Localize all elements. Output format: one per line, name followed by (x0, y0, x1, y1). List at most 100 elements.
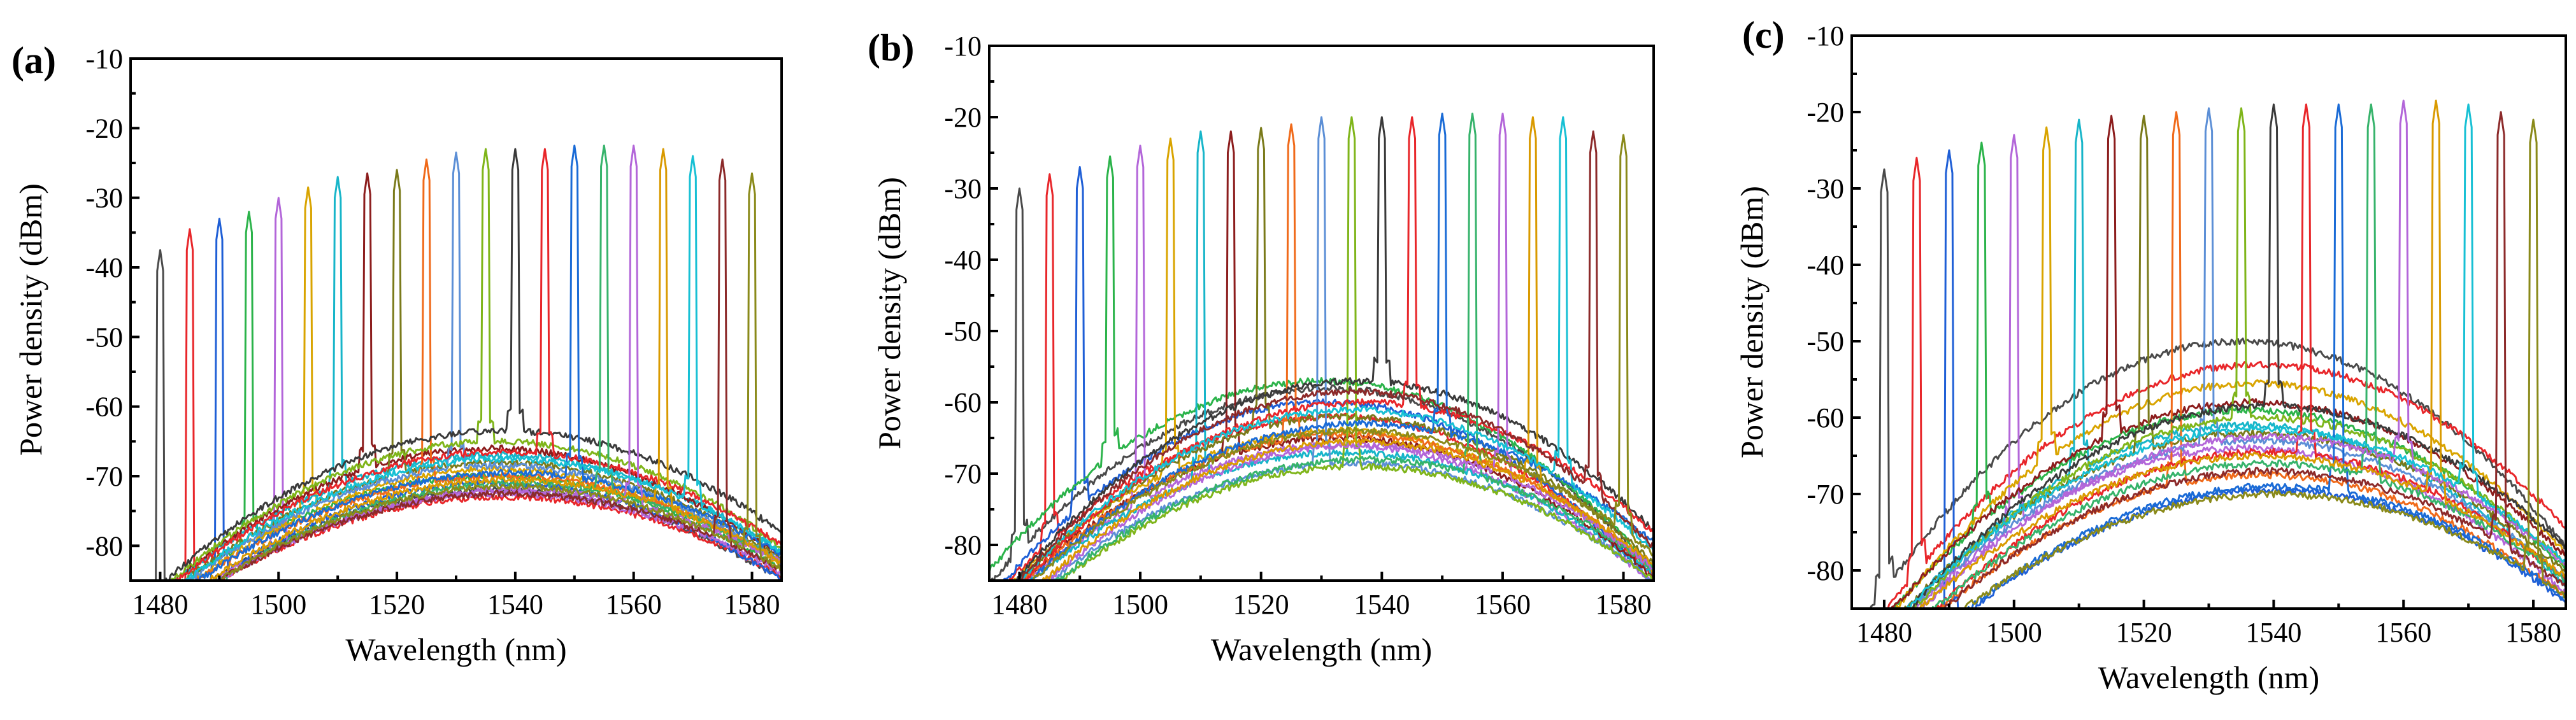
y-tick-label: -80 (85, 530, 123, 561)
traces (155, 145, 782, 581)
y-tick-label: -40 (944, 244, 982, 276)
series-line-1540 (164, 148, 782, 581)
x-axis-title: Wavelength (nm) (345, 632, 566, 667)
y-tick-label: -80 (944, 530, 982, 561)
series-line-1555 (1053, 112, 1654, 581)
x-tick-label: 1560 (1475, 589, 1531, 620)
series-line-1510 (1026, 130, 1654, 581)
y-tick-label: -60 (944, 387, 982, 418)
series-line-1510 (1904, 118, 2566, 609)
y-tick-label: -30 (85, 183, 123, 214)
x-tick-label: 1480 (1856, 617, 1912, 648)
series-line-1555 (1931, 103, 2566, 609)
y-tick-label: -50 (1807, 326, 1844, 357)
panel-label: (a) (11, 39, 56, 81)
plot-frame (1850, 34, 2567, 610)
panel-label: (c) (1742, 14, 1785, 56)
x-tick-label: 1540 (487, 589, 543, 620)
y-axis-title: Power density (dBm) (871, 177, 907, 449)
series-line-1500 (209, 197, 782, 581)
chart-panel-1: 1480 1500 1520 1540 1560 1580 -80 -70 -60 -50 -40 -… (11, 39, 783, 667)
series-line-1580 (213, 172, 782, 581)
series-line-1540 (1013, 116, 1654, 581)
y-tick-label: -80 (1807, 555, 1844, 586)
series-line-1565 (1918, 99, 2566, 609)
series-line-1530 (1910, 107, 2566, 609)
y-tick-label: -50 (944, 316, 982, 347)
series-line-1535 (1910, 107, 2566, 609)
chart-panel-2: 1480 1500 1520 1540 1560 1580 -80 -70 -60 -50 -40 -… (868, 27, 1655, 667)
y-tick-label: -40 (85, 252, 123, 283)
series-line-1485 (1887, 157, 2566, 609)
traces (1869, 99, 2566, 609)
chart-panel-3: 1480 1500 1520 1540 1560 1580 -80 -70 -60 -50 -40 -… (1734, 14, 2567, 695)
series-line-1550 (1027, 112, 1654, 581)
y-tick-label: -20 (85, 113, 123, 144)
series-line-1570 (1017, 116, 1654, 581)
series-line-1545 (1022, 116, 1654, 581)
series-line-1520 (182, 169, 782, 581)
y-tick-label: -10 (85, 43, 123, 74)
x-axis-title: Wavelength (nm) (1211, 632, 1432, 667)
x-axis-title: Wavelength (nm) (2098, 660, 2319, 695)
x-tick-label: 1580 (1596, 589, 1652, 620)
x-tick-label: 1520 (369, 589, 425, 620)
series-line-1565 (1041, 116, 1654, 581)
x-tick-label: 1500 (1986, 617, 2042, 648)
y-tick-label: -40 (1807, 250, 1844, 281)
y-tick-label: -50 (85, 321, 123, 353)
x-tick-label: 1540 (2245, 617, 2301, 648)
x-tick-label: 1560 (2375, 617, 2431, 648)
x-tick-label: 1580 (2505, 617, 2561, 648)
series-line-1520 (1903, 115, 2566, 609)
series-line-1565 (206, 148, 782, 581)
y-tick-label: -20 (1807, 97, 1844, 128)
y-tick-label: -10 (944, 31, 982, 62)
y-tick-label: -20 (944, 102, 982, 133)
series-line-1540 (1906, 103, 2566, 609)
series-line-1545 (175, 148, 782, 581)
x-tick-label: 1560 (606, 589, 662, 620)
series-line-1505 (1895, 126, 2566, 609)
traces (989, 112, 1654, 581)
series-line-1480 (1869, 168, 2566, 609)
y-tick-label: -60 (1807, 402, 1844, 434)
x-tick-label: 1480 (132, 589, 188, 620)
series-line-1495 (989, 155, 1654, 573)
series-line-1580 (1959, 118, 2566, 609)
y-tick-label: -60 (85, 392, 123, 423)
x-tick-label: 1520 (2116, 617, 2172, 648)
series-line-1575 (1943, 111, 2566, 609)
y-tick-label: -30 (944, 173, 982, 204)
plot-frame (129, 57, 783, 582)
y-axis-title: Power density (dBm) (13, 183, 48, 456)
series-line-1545 (1936, 103, 2566, 609)
x-tick-label: 1540 (1354, 589, 1410, 620)
x-tick-label: 1580 (724, 589, 780, 620)
series-line-1530 (185, 152, 782, 581)
series-line-1570 (183, 155, 782, 581)
y-axis-title: Power density (dBm) (1734, 186, 1770, 458)
panel-label: (b) (868, 27, 914, 69)
series-line-1515 (1889, 115, 2566, 609)
series-line-1500 (1910, 134, 2566, 609)
series-line-1575 (1020, 130, 1654, 581)
y-tick-label: -30 (1807, 173, 1844, 204)
series-line-1550 (193, 145, 782, 581)
x-tick-label: 1500 (1112, 589, 1168, 620)
x-tick-label: 1480 (991, 589, 1047, 620)
series-line-1560 (1919, 99, 2566, 609)
x-tick-label: 1520 (1233, 589, 1289, 620)
series-line-1580 (1028, 134, 1654, 581)
x-tick-label: 1500 (250, 589, 306, 620)
series-line-1535 (1059, 116, 1654, 581)
series-line-1495 (1894, 141, 2566, 609)
y-tick-label: -70 (85, 461, 123, 492)
y-tick-label: -70 (1807, 479, 1844, 510)
series-line-1535 (168, 148, 782, 581)
y-tick-label: -70 (944, 458, 982, 490)
series-line-1550 (1964, 103, 2566, 609)
series-line-1570 (1907, 103, 2566, 609)
y-tick-label: -10 (1807, 20, 1844, 52)
